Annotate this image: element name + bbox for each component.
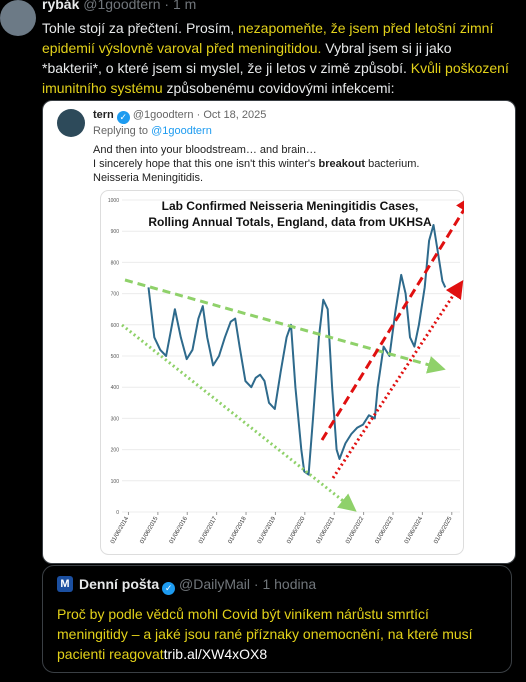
text-segment: Kvůli poškození imunitního systému xyxy=(42,60,509,96)
text-segment: způsobenému covidovými infekcemi: xyxy=(162,80,395,96)
source-logo: M xyxy=(57,576,73,592)
link[interactable]: trib.al/XW4xOX8 xyxy=(163,646,268,662)
avatar[interactable] xyxy=(0,0,36,36)
meta: @1goodtern · 1 m xyxy=(83,0,197,12)
post-header: rybák @1goodtern · 1 m xyxy=(42,0,196,12)
avatar xyxy=(57,109,85,137)
data-line xyxy=(147,224,447,476)
headline: Proč by podle vědců mohl Covid být viník… xyxy=(57,606,473,662)
y-tick-label: 500 xyxy=(111,354,120,360)
annotation-arrow xyxy=(331,279,464,479)
y-tick-label: 1000 xyxy=(108,198,119,204)
annotation-arrow xyxy=(124,278,446,374)
text-segment: bacterium. xyxy=(365,158,420,170)
author[interactable]: rybák xyxy=(42,0,80,12)
line: And then into your bloodstream… and brai… xyxy=(93,144,317,156)
text-segment: Tohle stojí za přečtení. Prosím, xyxy=(42,20,239,36)
reply-line: Replying to @1goodtern xyxy=(93,125,212,137)
meta: @1goodtern · Oct 18, 2025 xyxy=(132,109,267,121)
text-segment: I sincerely hope that this one isn't thi… xyxy=(93,158,319,170)
meta: @DailyMail · 1 hodina xyxy=(179,576,317,592)
y-tick-label: 800 xyxy=(111,260,120,266)
text-segment: breakout xyxy=(318,158,366,170)
annotation-arrow xyxy=(320,194,464,441)
text-segment: nezapomeňte, že jsem před letošní zimní … xyxy=(42,20,494,56)
chart-title: Lab Confirmed Neisseria Meningitidis Cas… xyxy=(162,199,419,213)
annotation-arrow xyxy=(121,323,357,512)
replying: Replying to xyxy=(93,125,149,137)
y-tick-label: 700 xyxy=(111,292,120,298)
quoted-header: tern ✓ @1goodtern · Oct 18, 2025 xyxy=(93,109,266,124)
y-tick-label: 900 xyxy=(111,229,120,235)
author: tern xyxy=(93,109,114,121)
chart-frame xyxy=(100,190,464,555)
link-card[interactable]: M Denní pošta ✓ @DailyMail · 1 hodina Pro… xyxy=(42,565,512,673)
y-tick-label: 400 xyxy=(111,385,120,391)
y-tick-label: 200 xyxy=(111,448,120,454)
y-tick-label: 100 xyxy=(111,479,120,485)
line: Neisseria Meningitidis. xyxy=(93,172,204,184)
text-segment: Vybral jsem si ji jako *bakterii*, o kte… xyxy=(42,40,452,76)
verified: ✓ xyxy=(116,111,130,124)
y-tick-label: 600 xyxy=(111,323,120,329)
quoted-text: And then into your bloodstream… and brai… xyxy=(93,143,503,185)
chart-title: Rolling Annual Totals, England, data fro… xyxy=(148,215,432,229)
y-tick-label: 0 xyxy=(116,510,119,516)
y-tick-label: 300 xyxy=(111,416,120,422)
source: Denní pošta xyxy=(79,576,160,592)
post-text: Tohle stojí za přečtení. Prosím, nezapom… xyxy=(42,18,512,98)
line: I sincerely hope that this one isn't thi… xyxy=(93,157,503,171)
verified: ✓ xyxy=(162,582,176,595)
reply-handle: @1goodtern xyxy=(151,125,212,137)
chart: Lab Confirmed Neisseria Meningitidis Cas… xyxy=(100,190,464,555)
card-header: Denní pošta ✓ @DailyMail · 1 hodina xyxy=(79,576,316,595)
card-text: Proč by podle vědců mohl Covid být viník… xyxy=(57,604,502,664)
